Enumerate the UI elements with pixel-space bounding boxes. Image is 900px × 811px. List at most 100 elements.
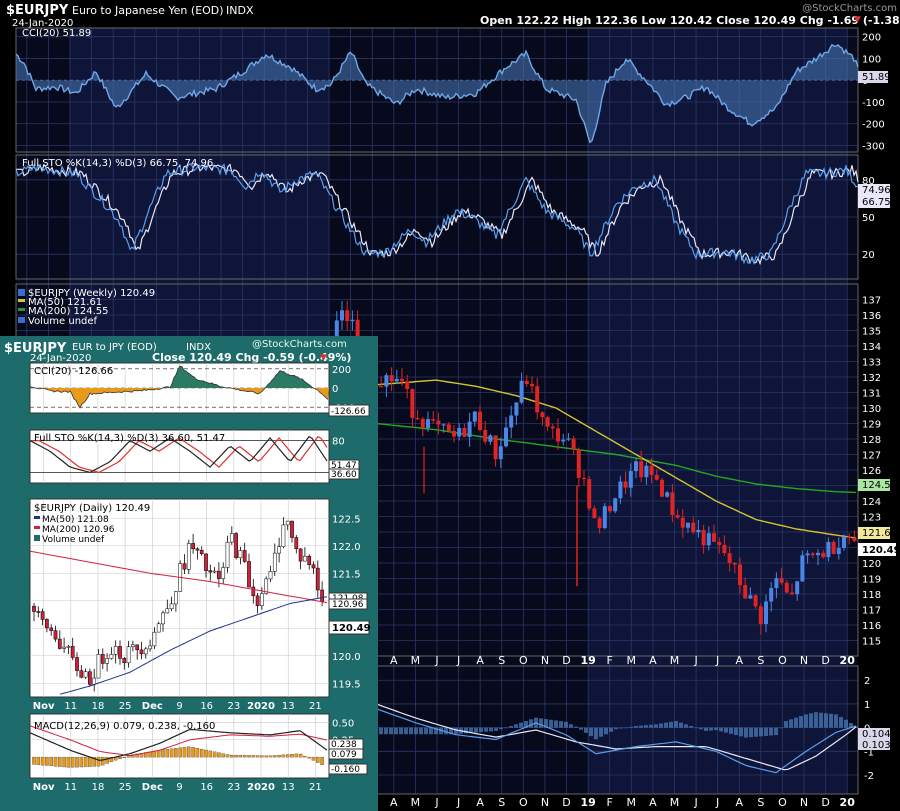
candle-body [634, 461, 638, 472]
macd-hist-bar [494, 727, 498, 731]
price-tick: 123 [862, 513, 881, 524]
inset-macd-hist-bar [88, 756, 92, 767]
inset-name: EUR to JPY (EOD) [72, 342, 157, 353]
inset-price-tick: 122.0 [332, 542, 361, 553]
inset-candle-body [290, 520, 294, 538]
candle-body [618, 481, 623, 499]
candle-body [764, 601, 768, 624]
inset-legend-volume: Volume undef [42, 535, 105, 545]
inset-macd-hist-bar [230, 754, 234, 758]
candle-body [800, 555, 805, 582]
candle-body [519, 380, 524, 403]
inset-candle-body [122, 658, 127, 664]
cci-line [15, 43, 859, 144]
inset-candle-body [204, 553, 208, 571]
inset-candle-body [57, 638, 62, 649]
down-arrow-icon: ▼ [854, 15, 861, 25]
inset-xaxis: Nov Nov 11 11 18 18 25 25 Dec Dec 9 9 16 16 23 23 2020 20… [33, 701, 322, 793]
macd-hist-bar [584, 727, 588, 733]
candle-body [410, 389, 415, 418]
inset-candle-body [217, 570, 221, 579]
inset-macd-hist-bar [92, 756, 96, 767]
inset-macd-hist-bar [49, 756, 53, 767]
inset-macd-xaxis-label: 2020 [247, 782, 275, 793]
inset-candle-body [281, 524, 286, 547]
macd-hist-bar [734, 727, 738, 736]
inset-close-tag: 120.49 [332, 623, 371, 634]
macd-hist-bar [539, 718, 543, 728]
cci-panel [15, 27, 859, 153]
inset-candle-body [303, 555, 307, 562]
inset-xaxis-label: 2020 [247, 701, 275, 712]
inset-macd-hist-bar [294, 753, 299, 758]
inset-macd-hist-bar [247, 755, 251, 758]
inset-ma200-tag-bg [328, 598, 368, 610]
macd-tag1-bg [858, 728, 890, 739]
macd-hist-bar [409, 727, 413, 735]
inset-macd-hist-bar [320, 756, 324, 765]
inset-candle-body [315, 567, 320, 591]
macd-hist-bar [789, 719, 793, 728]
candle-body [576, 449, 581, 478]
candle-body [472, 411, 477, 422]
inset-candle-body [225, 541, 230, 568]
inset-candle-body [96, 654, 101, 679]
inset-candle-body [118, 646, 122, 659]
macd-hist-bar [644, 725, 648, 728]
macd-tick: 2 [864, 676, 870, 687]
inset-ma50-line [59, 596, 328, 695]
main-price-xaxis-label: A [390, 654, 398, 667]
inset-candle-body [66, 646, 71, 648]
inset-macd-hist-bar [316, 756, 320, 763]
price-tick: 137 [862, 296, 881, 307]
macd-hist-bar [659, 723, 663, 728]
candle-body [613, 498, 618, 512]
main-exchange: INDX [226, 4, 254, 17]
inset-candle-body [186, 543, 191, 570]
inset-xaxis-label: 25 [119, 701, 132, 712]
main-xaxis-label: A [390, 796, 398, 809]
candle-body [644, 465, 649, 478]
cci-tick: -200 [862, 120, 885, 131]
main-xaxis-label: S [498, 796, 505, 809]
candle-body [779, 578, 784, 583]
main-price-xaxis-label: A [735, 654, 743, 667]
main-price-xaxis-label: D [821, 654, 829, 667]
inset-candle-body [208, 570, 213, 573]
macd-hist-bar [709, 727, 713, 731]
macd-hist-bar [414, 727, 418, 735]
inset-candle-body [152, 631, 157, 647]
macd-hist-bar [774, 727, 778, 736]
candle-body [457, 428, 462, 437]
price-tick: 135 [862, 327, 881, 338]
main-date: 24-Jan-2020 [12, 18, 73, 29]
candle-body [436, 420, 441, 425]
candle-body [758, 606, 763, 624]
price-tick: 124 [862, 497, 881, 508]
candle-body [509, 415, 514, 428]
macd-hist-bar [749, 727, 753, 738]
price-tick: 136 [862, 311, 881, 322]
candle-body [426, 419, 430, 428]
inset-candle-body [92, 677, 97, 685]
inset-candle-body [53, 630, 58, 640]
candle-body [493, 435, 498, 460]
sto-panel [15, 154, 859, 280]
inset-macd-hist-bar [255, 755, 260, 758]
candle-body [623, 481, 628, 488]
candle-body [452, 430, 456, 437]
inset-macd-xaxis-label: 25 [119, 782, 132, 793]
inset-down-arrow-icon: ▼ [320, 353, 327, 363]
macd-hist-bar [664, 722, 668, 728]
candle-body [743, 585, 748, 599]
ma50-line [375, 379, 857, 539]
macd-hist-bar [599, 727, 603, 737]
inset-macd-hist-bar [273, 755, 277, 758]
candle-body [350, 319, 355, 322]
inset-macd-hist-bar [169, 748, 174, 758]
inset-macd-xaxis-label: 13 [282, 782, 295, 793]
inset-candle-body [238, 550, 243, 559]
candle-body [478, 411, 482, 430]
inset-macd-tag: 0.079 [331, 750, 357, 760]
candle-body [821, 552, 826, 558]
